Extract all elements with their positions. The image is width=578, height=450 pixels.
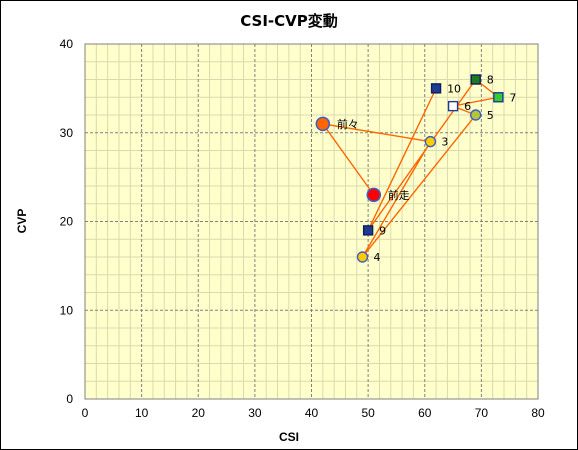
data-point bbox=[470, 74, 481, 85]
data-point-label: 10 bbox=[447, 82, 461, 95]
x-tick-label: 50 bbox=[361, 406, 375, 420]
y-tick-label: 0 bbox=[66, 392, 73, 406]
x-tick-label: 70 bbox=[475, 406, 489, 420]
data-point-label: 9 bbox=[379, 224, 386, 237]
data-point bbox=[366, 187, 382, 203]
data-point-label: 3 bbox=[441, 136, 448, 149]
data-point-label: 前々 bbox=[337, 117, 359, 131]
plot-border bbox=[84, 43, 539, 400]
y-tick-label: 20 bbox=[60, 215, 74, 229]
chart-title: CSI-CVP変動 bbox=[240, 12, 338, 30]
data-point-label: 6 bbox=[464, 100, 471, 113]
y-tick-label: 40 bbox=[60, 37, 74, 51]
data-point bbox=[315, 116, 331, 132]
data-point-label: 4 bbox=[373, 251, 380, 264]
y-tick-label: 10 bbox=[60, 303, 74, 317]
y-tick-label: 30 bbox=[60, 126, 74, 140]
y-axis-title: CVP bbox=[15, 209, 29, 234]
data-point bbox=[493, 92, 504, 103]
data-point-label: 5 bbox=[487, 109, 494, 122]
data-point-label: 7 bbox=[509, 91, 516, 104]
data-point bbox=[356, 251, 369, 263]
data-point-label: 8 bbox=[487, 74, 494, 87]
x-tick-label: 80 bbox=[531, 406, 545, 420]
data-point bbox=[424, 135, 437, 148]
data-point bbox=[470, 109, 482, 121]
x-tick-label: 40 bbox=[305, 406, 319, 420]
x-tick-label: 60 bbox=[418, 406, 432, 420]
x-tick-label: 10 bbox=[135, 406, 149, 420]
data-point bbox=[447, 100, 459, 112]
data-point bbox=[430, 83, 442, 94]
x-axis-title: CSI bbox=[279, 430, 299, 444]
x-tick-label: 30 bbox=[248, 406, 262, 420]
x-tick-label: 20 bbox=[192, 406, 206, 420]
data-point-label: 前走 bbox=[388, 188, 410, 202]
plot-area: 0 10 20 30 40 50 60 70 80 0 10 20 30 40 前走 前々 3 4 5 6 7 8 9 10 bbox=[60, 37, 545, 420]
x-tick-label: 0 bbox=[82, 406, 89, 420]
data-point bbox=[362, 225, 374, 236]
series-line bbox=[321, 78, 500, 258]
